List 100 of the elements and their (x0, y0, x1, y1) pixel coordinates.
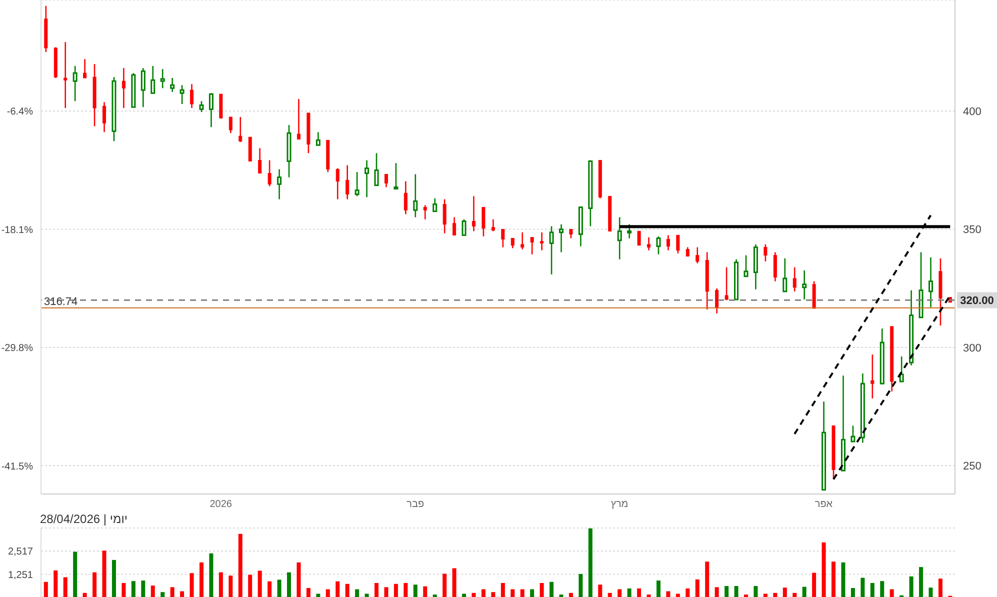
bar (54, 570, 58, 597)
bar (141, 580, 146, 597)
candlestick (764, 244, 768, 262)
y-tick-label: 250 (963, 460, 982, 473)
candlestick (404, 180, 408, 215)
candlestick (637, 230, 641, 246)
y-tick-label: 2,517 (8, 546, 34, 558)
candlestick (549, 226, 554, 276)
bar (637, 588, 642, 597)
candlestick (277, 168, 282, 200)
candlestick (432, 198, 438, 212)
bar (209, 553, 214, 597)
bar (336, 581, 340, 597)
bar (734, 586, 738, 597)
bar (472, 592, 476, 597)
bar (870, 582, 874, 597)
bar (598, 584, 602, 597)
candlestick (364, 160, 370, 198)
y-tick-label: 300 (963, 342, 982, 354)
bar (277, 580, 282, 597)
bar (92, 572, 97, 597)
candlestick (715, 288, 719, 314)
bar (404, 582, 408, 597)
y2-tick-label: -18.1% (1, 224, 34, 236)
candlestick (199, 100, 204, 113)
bar (860, 578, 865, 597)
y-tick-label: 350 (963, 224, 982, 236)
candlestick (540, 232, 544, 251)
bar (832, 562, 836, 597)
bar (550, 582, 554, 597)
candlestick (559, 224, 564, 253)
bar (792, 592, 797, 597)
candlestick (190, 83, 194, 109)
bar (714, 587, 719, 597)
candlestick (666, 234, 670, 251)
bar (112, 560, 116, 597)
bar (199, 562, 204, 597)
bar (102, 550, 106, 597)
bar (248, 574, 252, 597)
ref-line-label: 316.74 (44, 296, 78, 308)
candlestick (102, 101, 106, 133)
bar (44, 582, 48, 597)
candlestick (647, 236, 651, 251)
bar (423, 586, 428, 597)
bar (928, 588, 933, 597)
y2-tick-label: -41.5% (1, 461, 34, 472)
candlestick (384, 174, 388, 188)
x-tick-label: מרץ (610, 499, 628, 510)
candlestick (268, 160, 272, 187)
bar (773, 592, 778, 597)
bar (345, 584, 350, 597)
bar (150, 586, 155, 597)
bar (520, 589, 524, 597)
candlestick (850, 425, 856, 442)
bar (180, 591, 184, 597)
candlestick (724, 266, 728, 301)
bar (500, 582, 505, 597)
bar (238, 534, 242, 597)
bar (170, 587, 174, 597)
y2-tick-label: -29.8% (1, 343, 34, 354)
bar (676, 594, 680, 597)
candlestick (160, 68, 165, 89)
bar (452, 568, 456, 597)
candlestick (676, 234, 680, 254)
bar (782, 588, 787, 597)
x-tick-label: אפר (814, 499, 834, 510)
candlestick (928, 256, 933, 308)
bar (355, 589, 360, 597)
bar (656, 580, 660, 597)
candlestick (482, 206, 486, 238)
bar (724, 586, 729, 597)
bar (588, 528, 592, 597)
y-tick-label: 1,251 (8, 570, 34, 581)
bar (190, 573, 194, 597)
candlestick (491, 218, 495, 232)
bar (568, 592, 573, 597)
candlestick (773, 252, 777, 282)
bar (131, 581, 136, 597)
bar (880, 581, 884, 597)
bar (938, 578, 942, 597)
bar (228, 576, 233, 597)
bar (618, 589, 622, 597)
bar (413, 584, 418, 597)
bar (812, 572, 816, 597)
bar (442, 574, 447, 597)
candlestick (238, 116, 242, 143)
candlestick (64, 41, 68, 109)
bar (530, 589, 534, 597)
bar (686, 588, 690, 597)
candlestick (792, 266, 796, 292)
x-tick-label: פבר (406, 499, 424, 510)
bar (481, 589, 486, 597)
candlestick (423, 204, 427, 220)
bar (841, 562, 846, 597)
candlestick (520, 232, 524, 250)
candlestick (394, 162, 398, 190)
bar (510, 589, 515, 597)
candlestick (802, 270, 807, 300)
candlestick (782, 258, 788, 292)
bar (73, 552, 78, 597)
